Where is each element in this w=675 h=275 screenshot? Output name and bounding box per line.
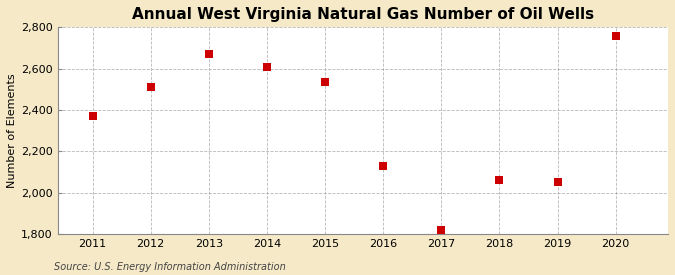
Point	[320, 80, 331, 84]
Point	[436, 228, 447, 232]
Point	[610, 33, 621, 38]
Y-axis label: Number of Elements: Number of Elements	[7, 73, 17, 188]
Title: Annual West Virginia Natural Gas Number of Oil Wells: Annual West Virginia Natural Gas Number …	[132, 7, 594, 22]
Point	[378, 164, 389, 168]
Point	[262, 64, 273, 69]
Point	[552, 180, 563, 185]
Point	[203, 52, 214, 56]
Point	[87, 114, 98, 118]
Point	[145, 85, 156, 89]
Point	[494, 178, 505, 182]
Text: Source: U.S. Energy Information Administration: Source: U.S. Energy Information Administ…	[54, 262, 286, 272]
